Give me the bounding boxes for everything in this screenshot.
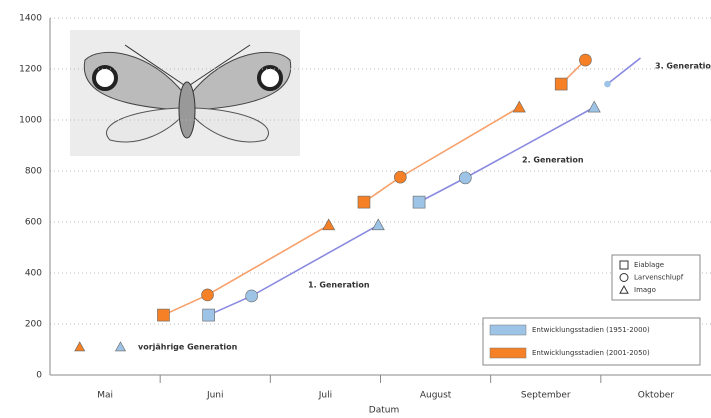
moth-illustration bbox=[70, 30, 300, 156]
x-tick-label: Juli bbox=[318, 391, 332, 401]
legend-marker bbox=[619, 260, 629, 270]
y-tick-label: 0 bbox=[36, 371, 42, 381]
series-line bbox=[606, 57, 641, 85]
x-axis-label: Datum bbox=[369, 406, 399, 416]
legend-label: Larvenschlupf bbox=[634, 274, 684, 282]
x-tick-label: Juni bbox=[206, 391, 224, 401]
marker-square bbox=[357, 195, 371, 209]
marker-triangle bbox=[114, 341, 127, 352]
legend-label: Entwicklungsstadien (1951-2000) bbox=[532, 326, 650, 334]
series-line bbox=[208, 224, 379, 316]
x-tick-label: Mai bbox=[97, 391, 113, 401]
marker-circle bbox=[201, 288, 214, 302]
annotation: 3. Generation bbox=[655, 62, 711, 71]
marker-square bbox=[554, 77, 568, 91]
marker-triangle bbox=[322, 218, 336, 231]
y-tick-label: 200 bbox=[25, 320, 42, 330]
annotation: 2. Generation bbox=[522, 156, 584, 165]
legend-label: Entwicklungsstadien (2001-2050) bbox=[532, 349, 650, 357]
y-tick-label: 600 bbox=[25, 218, 42, 228]
annotation: 1. Generation bbox=[308, 281, 370, 290]
y-tick-label: 800 bbox=[25, 167, 42, 177]
marker-square bbox=[202, 308, 215, 322]
marker-dot bbox=[604, 80, 611, 88]
legend-marker bbox=[619, 273, 629, 282]
legend-swatch bbox=[489, 347, 527, 359]
x-tick-label: Oktober bbox=[638, 391, 675, 401]
y-tick-label: 400 bbox=[25, 269, 42, 279]
marker-triangle bbox=[371, 218, 385, 231]
x-tick-label: September bbox=[521, 391, 571, 401]
marker-circle bbox=[579, 53, 592, 67]
marker-square bbox=[157, 308, 170, 322]
marker-circle bbox=[459, 171, 472, 185]
legend-marker bbox=[619, 284, 629, 294]
y-tick-label: 1400 bbox=[19, 14, 42, 24]
series-line bbox=[363, 106, 520, 203]
marker-triangle bbox=[512, 100, 526, 113]
y-tick-label: 1200 bbox=[19, 65, 42, 75]
marker-circle bbox=[394, 170, 407, 184]
y-tick-label: 1000 bbox=[19, 116, 42, 126]
series-line bbox=[163, 224, 330, 316]
legend-label: Imago bbox=[634, 286, 656, 294]
x-tick-label: August bbox=[420, 391, 452, 401]
legend-swatch bbox=[489, 324, 527, 336]
marker-triangle bbox=[74, 341, 86, 352]
legend-label: Eiablage bbox=[634, 261, 664, 269]
marker-circle bbox=[245, 289, 258, 303]
previous-generation-label: vorjährige Generation bbox=[138, 343, 238, 352]
marker-triangle bbox=[587, 100, 601, 113]
marker-square bbox=[412, 195, 426, 209]
